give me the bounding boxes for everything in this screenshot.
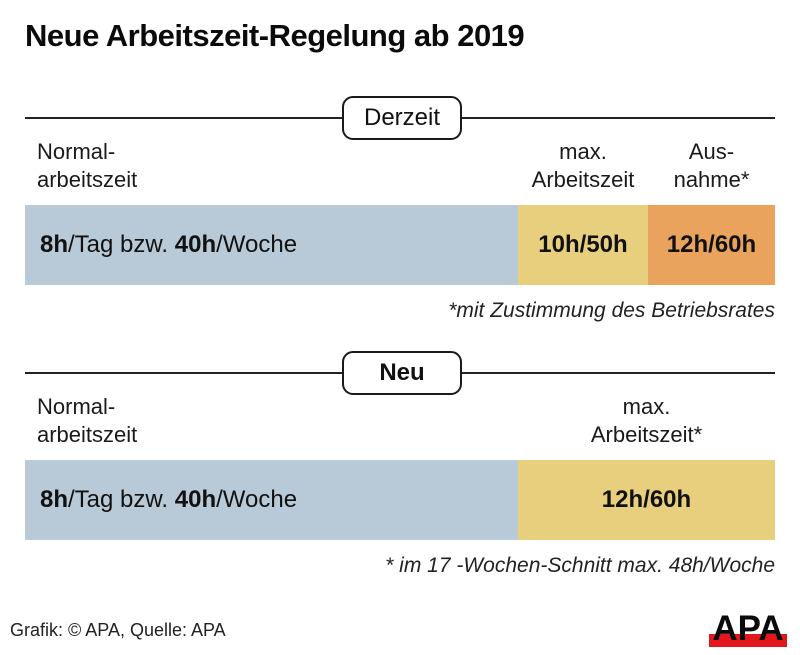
apa-logo-red-bar xyxy=(709,634,787,647)
derzeit-label-ausnahme: Aus- nahme* xyxy=(673,139,750,192)
derzeit-bar: 8h/Tag bzw. 40h/Woche 10h/50h 12h/60h xyxy=(25,205,775,285)
neu-section-label: Neu xyxy=(379,359,425,386)
derzeit-section-pill: Derzeit xyxy=(342,96,462,140)
derzeit-segment-normalarbeitszeit: 8h/Tag bzw. 40h/Woche xyxy=(25,205,518,285)
neu-segment-max-arbeitszeit: 12h/60h xyxy=(518,460,775,540)
derzeit-label-normalarbeitszeit: Normal- arbeitszeit xyxy=(37,139,138,192)
neu-label-normalarbeitszeit: Normal- arbeitszeit xyxy=(37,394,138,447)
neu-label-max-arbeitszeit: max. Arbeitszeit* xyxy=(590,394,703,447)
apa-logo-text: APA xyxy=(712,609,784,649)
derzeit-label-max-arbeitszeit: max. Arbeitszeit xyxy=(531,139,635,192)
derzeit-normal-value: 8h/Tag bzw. 40h/Woche xyxy=(40,231,298,258)
derzeit-segment-ausnahme: 12h/60h xyxy=(648,205,775,285)
neu-footnote: * im 17 -Wochen-Schnitt max. 48h/Woche xyxy=(385,554,775,577)
page-title: Neue Arbeitszeit-Regelung ab 2019 xyxy=(25,18,525,53)
neu-bar: 8h/Tag bzw. 40h/Woche 12h/60h xyxy=(25,460,775,540)
credit-line: Grafik: © APA, Quelle: APA xyxy=(10,620,226,640)
derzeit-section-label: Derzeit xyxy=(363,104,441,131)
derzeit-footnote: *mit Zustimmung des Betriebsrates xyxy=(448,299,775,322)
derzeit-segment-max-arbeitszeit: 10h/50h xyxy=(518,205,648,285)
neu-max-value: 12h/60h xyxy=(601,486,692,513)
neu-normal-value: 8h/Tag bzw. 40h/Woche xyxy=(40,486,298,513)
derzeit-exception-value: 12h/60h xyxy=(666,231,757,258)
apa-logo: APA xyxy=(709,603,787,649)
neu-segment-normalarbeitszeit: 8h/Tag bzw. 40h/Woche xyxy=(25,460,518,540)
derzeit-max-value: 10h/50h xyxy=(538,231,628,258)
neu-section-pill: Neu xyxy=(342,351,462,395)
